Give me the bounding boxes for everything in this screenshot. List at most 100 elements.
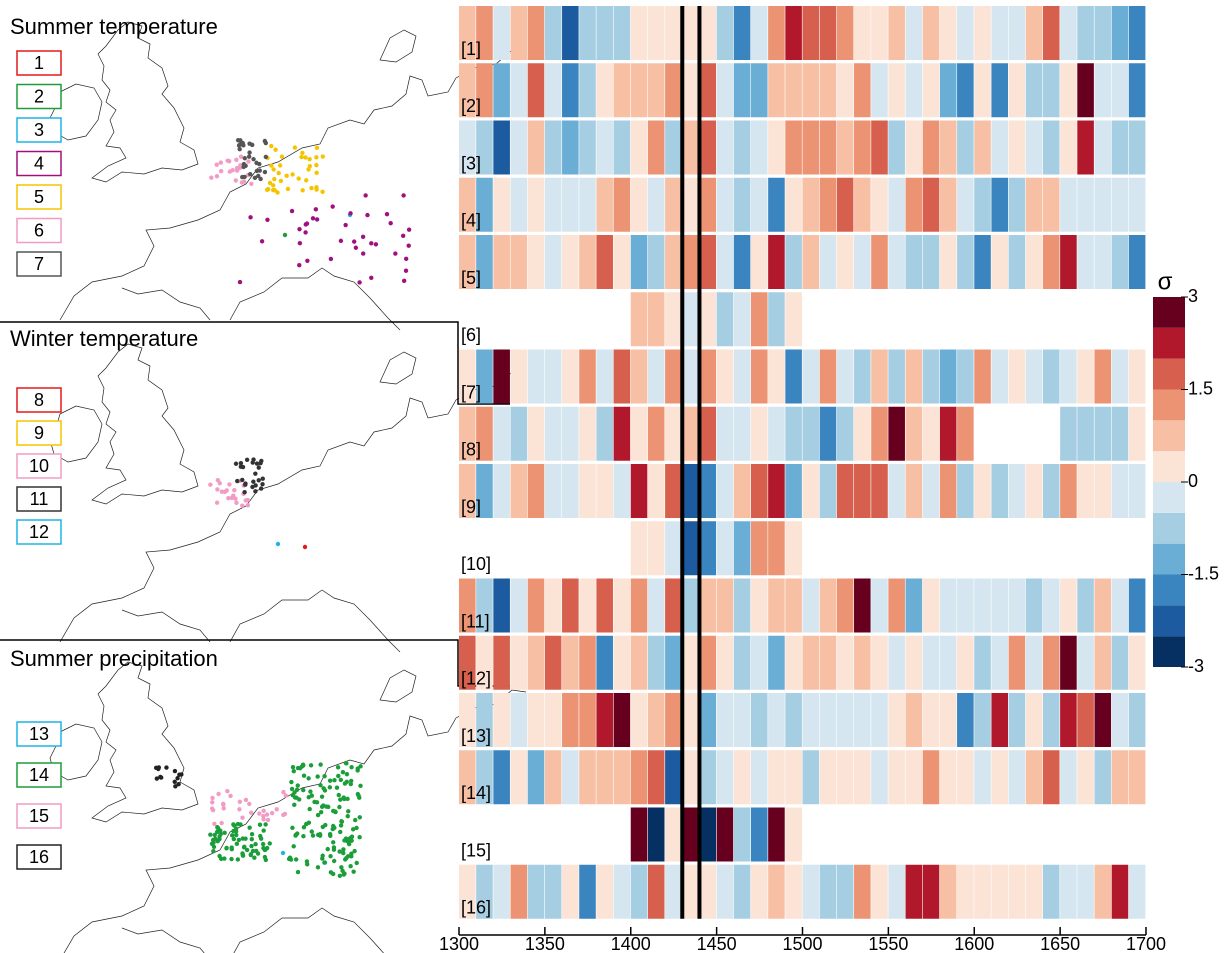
station-dot [330, 204, 335, 209]
station-dot [302, 544, 308, 550]
heat-cell [579, 235, 596, 289]
x-tick-label: 1500 [782, 934, 822, 953]
station-dot [289, 779, 294, 785]
heat-cell [613, 693, 631, 747]
heat-cell [544, 750, 562, 805]
station-dot [179, 772, 184, 777]
heat-cell [1094, 693, 1112, 747]
heat-cell [922, 177, 940, 232]
group-box [16, 387, 62, 413]
row-label: [14] [461, 783, 491, 803]
heat-cell [991, 349, 1008, 404]
station-dot [212, 832, 217, 838]
heat-cell [819, 635, 837, 690]
heat-cell [510, 864, 528, 919]
colorbar-tick-label: 1.5 [1188, 378, 1213, 398]
station-dot [164, 765, 169, 770]
map [49, 343, 527, 653]
heat-cell [871, 235, 888, 289]
heat-cell [1025, 6, 1043, 60]
heat-cell [1042, 635, 1060, 690]
heat-cell [1060, 635, 1077, 690]
heat-cell [699, 750, 717, 805]
heat-cell [854, 349, 871, 404]
heat-cell [939, 635, 957, 690]
colorbar-bin [1153, 389, 1185, 421]
stations [153, 138, 412, 878]
heat-cell [768, 807, 785, 862]
station-dot [265, 217, 270, 222]
heat-cell [544, 177, 562, 232]
heat-cell [957, 120, 974, 175]
station-dot [261, 808, 266, 814]
heat-cell [922, 235, 940, 289]
station-dot [229, 846, 234, 852]
heat-cell [905, 635, 923, 690]
heat-cell [1008, 120, 1026, 175]
station-dot [153, 765, 159, 771]
heat-cell [836, 578, 854, 633]
heat-cell [665, 693, 682, 747]
heat-cell [871, 864, 888, 919]
heat-cell [579, 406, 596, 461]
heat-cell [1042, 578, 1060, 633]
heat-cell [905, 578, 923, 633]
station-dot [328, 870, 334, 875]
heat-cell [768, 635, 785, 690]
row-label: [6] [461, 325, 481, 345]
station-dot [327, 778, 333, 783]
station-dot [265, 187, 271, 192]
station-dot [240, 503, 245, 508]
station-dot [275, 190, 280, 195]
row-label: [9] [461, 497, 481, 517]
station-dot [306, 820, 312, 825]
station-dot [290, 825, 295, 831]
station-dot [274, 807, 279, 812]
heat-cell [991, 635, 1008, 690]
heat-cell [510, 406, 528, 461]
heat-cell [1042, 864, 1060, 919]
group-box [16, 83, 62, 110]
station-dot [342, 838, 347, 843]
heat-cell [750, 406, 768, 461]
heat-cell [630, 807, 648, 862]
heat-cell [819, 864, 837, 919]
station-dot [257, 822, 263, 827]
heat-cell [1060, 864, 1077, 919]
heat-cell [733, 120, 751, 175]
heat-cell [974, 635, 991, 690]
station-dot [331, 808, 336, 814]
heat-cell [699, 292, 717, 347]
heat-cell [768, 177, 785, 232]
station-dot [310, 833, 316, 838]
station-dot [400, 233, 406, 238]
group-label: 11 [30, 489, 49, 509]
heat-cell [476, 120, 493, 175]
heat-cell [527, 578, 545, 633]
heat-cell [1077, 177, 1094, 232]
station-dot [282, 232, 288, 238]
heat-cell [459, 406, 476, 461]
heat-cell [527, 406, 545, 461]
heat-cell [802, 406, 820, 461]
heat-cell [1111, 406, 1129, 461]
heat-cell [888, 63, 905, 118]
station-dot [218, 831, 224, 837]
station-dot [355, 768, 360, 773]
station-dot [271, 183, 276, 188]
station-dot [307, 157, 312, 162]
heat-cell [819, 235, 837, 289]
heat-cell [579, 750, 596, 805]
station-dot [315, 774, 320, 779]
station-dot [256, 465, 261, 470]
heat-cell [1094, 464, 1112, 518]
station-dot [237, 147, 242, 152]
heat-cell [768, 578, 785, 633]
heat-cell [1008, 750, 1026, 805]
station-dot [322, 788, 328, 793]
heat-cell [733, 750, 751, 805]
row-label: [11] [461, 611, 490, 631]
heat-cell [733, 349, 751, 404]
heat-cell [493, 235, 510, 289]
heat-cell [819, 693, 837, 747]
